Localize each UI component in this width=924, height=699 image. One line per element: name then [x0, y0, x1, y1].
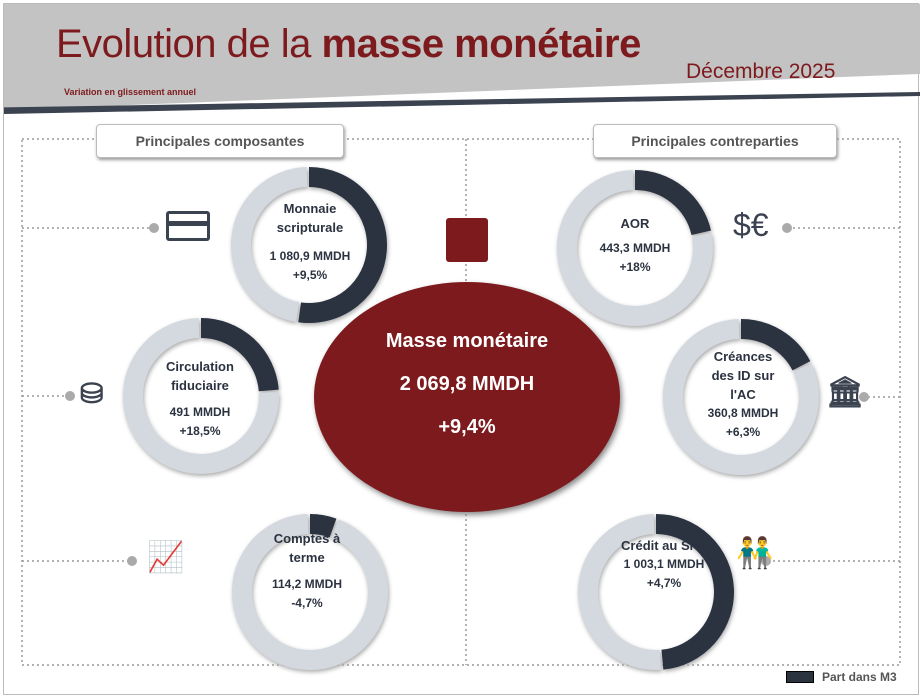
total-label: Masse monétaire 2 069,8 MMDH +9,4%: [315, 330, 619, 439]
label-credit: Crédit au SNF 1 003,1 MMDH +4,7%: [612, 536, 716, 593]
donut-share-segment: [740, 319, 811, 371]
total-value: 2 069,8 MMDH: [399, 373, 535, 395]
item-value: 1 080,9 MMDH: [269, 249, 351, 263]
donut-1: [123, 318, 279, 474]
item-change: -4,7%: [291, 596, 323, 610]
donut-share-segment: [298, 167, 387, 323]
total-change: +9,4%: [438, 416, 496, 438]
item-name: Monnaie scripturale: [276, 201, 344, 235]
item-change: +18%: [619, 260, 651, 274]
date: Décembre 2025: [686, 60, 836, 83]
item-name: Circulation fiduciaire: [166, 359, 234, 393]
donut-4: [663, 319, 819, 475]
donut-rest-segment: [123, 318, 279, 474]
label-circulation: Circulation fiduciaire 491 MMDH +18,5%: [155, 357, 245, 441]
item-change: +9,5%: [292, 268, 328, 282]
currency-icon: $€: [733, 207, 769, 243]
connector-dot: [761, 556, 771, 566]
donut-5: [578, 514, 734, 670]
tab-composantes: Principales composantes: [96, 124, 344, 158]
donut-share-segment: [309, 514, 337, 538]
item-change: +6,3%: [725, 425, 761, 439]
donut-share-segment: [200, 318, 279, 392]
total-name: Masse monétaire: [385, 330, 549, 352]
donut-rest-segment: [232, 514, 388, 670]
item-value: 443,3 MMDH: [599, 241, 671, 255]
donut-2: [232, 514, 388, 670]
donut-share-segment: [655, 514, 734, 670]
title-light: Evolution de la: [56, 22, 322, 66]
coins-icon: ⛁: [80, 378, 104, 409]
donut-rest-segment: [231, 167, 308, 322]
item-change: +4,7%: [646, 576, 682, 590]
bank-icon: 🏛: [826, 376, 865, 409]
donut-3: [557, 170, 713, 326]
frame: [3, 3, 919, 695]
item-change: +18,5%: [179, 424, 221, 438]
item-name: Comptes à terme: [273, 531, 341, 565]
item-value: 360,8 MMDH: [707, 406, 779, 420]
total-ellipse: [314, 282, 620, 512]
credit-card-icon: [166, 211, 210, 241]
connector-dot: [65, 391, 75, 401]
item-name: AOR: [620, 216, 650, 231]
connector-dot: [859, 392, 869, 402]
label-creances: Créances des ID sur l'AC 360,8 MMDH +6,3%: [703, 347, 783, 442]
legend-label: Part dans M3: [822, 670, 897, 684]
donut-rest-segment: [578, 514, 661, 670]
dotted-frame: [21, 138, 901, 666]
item-value: 491 MMDH: [169, 405, 231, 419]
connector-dot: [782, 223, 792, 233]
item-name: Créances des ID sur l'AC: [711, 349, 775, 402]
label-aor: AOR 443,3 MMDH +18%: [590, 214, 680, 277]
presentation-board-icon: 📈: [147, 541, 185, 574]
subtitle: Variation en glissement annuel: [64, 87, 197, 97]
donut-rest-segment: [557, 170, 713, 326]
people-icon: 👬: [736, 537, 774, 570]
donut-share-segment: [634, 170, 712, 236]
donut-0: [231, 167, 387, 323]
label-comptes: Comptes à terme 114,2 MMDH -4,7%: [262, 529, 352, 613]
page-title: Evolution de la masse monétaire: [56, 22, 641, 67]
cash-register-icon: [446, 218, 488, 262]
item-value: 114,2 MMDH: [271, 577, 343, 591]
item-value: 1 003,1 MMDH: [623, 557, 705, 571]
label-monnaie: Monnaie scripturale 1 080,9 MMDH +9,5%: [262, 199, 358, 285]
title-bold: masse monétaire: [321, 22, 642, 66]
connector-dot: [149, 223, 159, 233]
tab-contreparties: Principales contreparties: [593, 124, 837, 158]
connector-dot: [127, 556, 137, 566]
legend-swatch: [786, 671, 814, 683]
donut-rest-segment: [663, 319, 819, 475]
item-name: Crédit au SNF: [621, 538, 707, 553]
legend: Part dans M3: [786, 670, 897, 684]
